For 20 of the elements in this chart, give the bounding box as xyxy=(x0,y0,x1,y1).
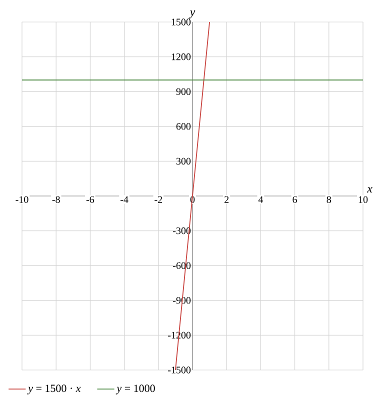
x-tick-label: -10 xyxy=(16,196,28,203)
legend-label: y = 1500 · x xyxy=(27,384,81,394)
x-tick-label: -2 xyxy=(154,196,162,203)
y-tick-label: -1500 xyxy=(168,366,191,374)
x-tick-label: -6 xyxy=(86,196,94,203)
y-tick-label: 600 xyxy=(176,123,191,130)
y-tick-label: 300 xyxy=(176,158,191,165)
x-tick-label: 6 xyxy=(292,196,298,203)
x-axis-title: x xyxy=(367,186,372,192)
x-tick-label: 8 xyxy=(326,196,332,203)
legend-label: y = 1000 xyxy=(116,384,155,394)
x-tick-label: -8 xyxy=(52,196,60,203)
x-tick-label: -4 xyxy=(120,196,128,203)
y-tick-label: 1500 xyxy=(172,18,191,26)
x-tick-label: 10 xyxy=(358,196,368,203)
y-axis-title: y xyxy=(188,10,196,18)
y-tick-label: 1200 xyxy=(172,53,191,60)
y-tick-label: 900 xyxy=(176,88,191,95)
x-tick-label: 4 xyxy=(258,196,264,203)
x-tick-label: 2 xyxy=(224,196,229,203)
